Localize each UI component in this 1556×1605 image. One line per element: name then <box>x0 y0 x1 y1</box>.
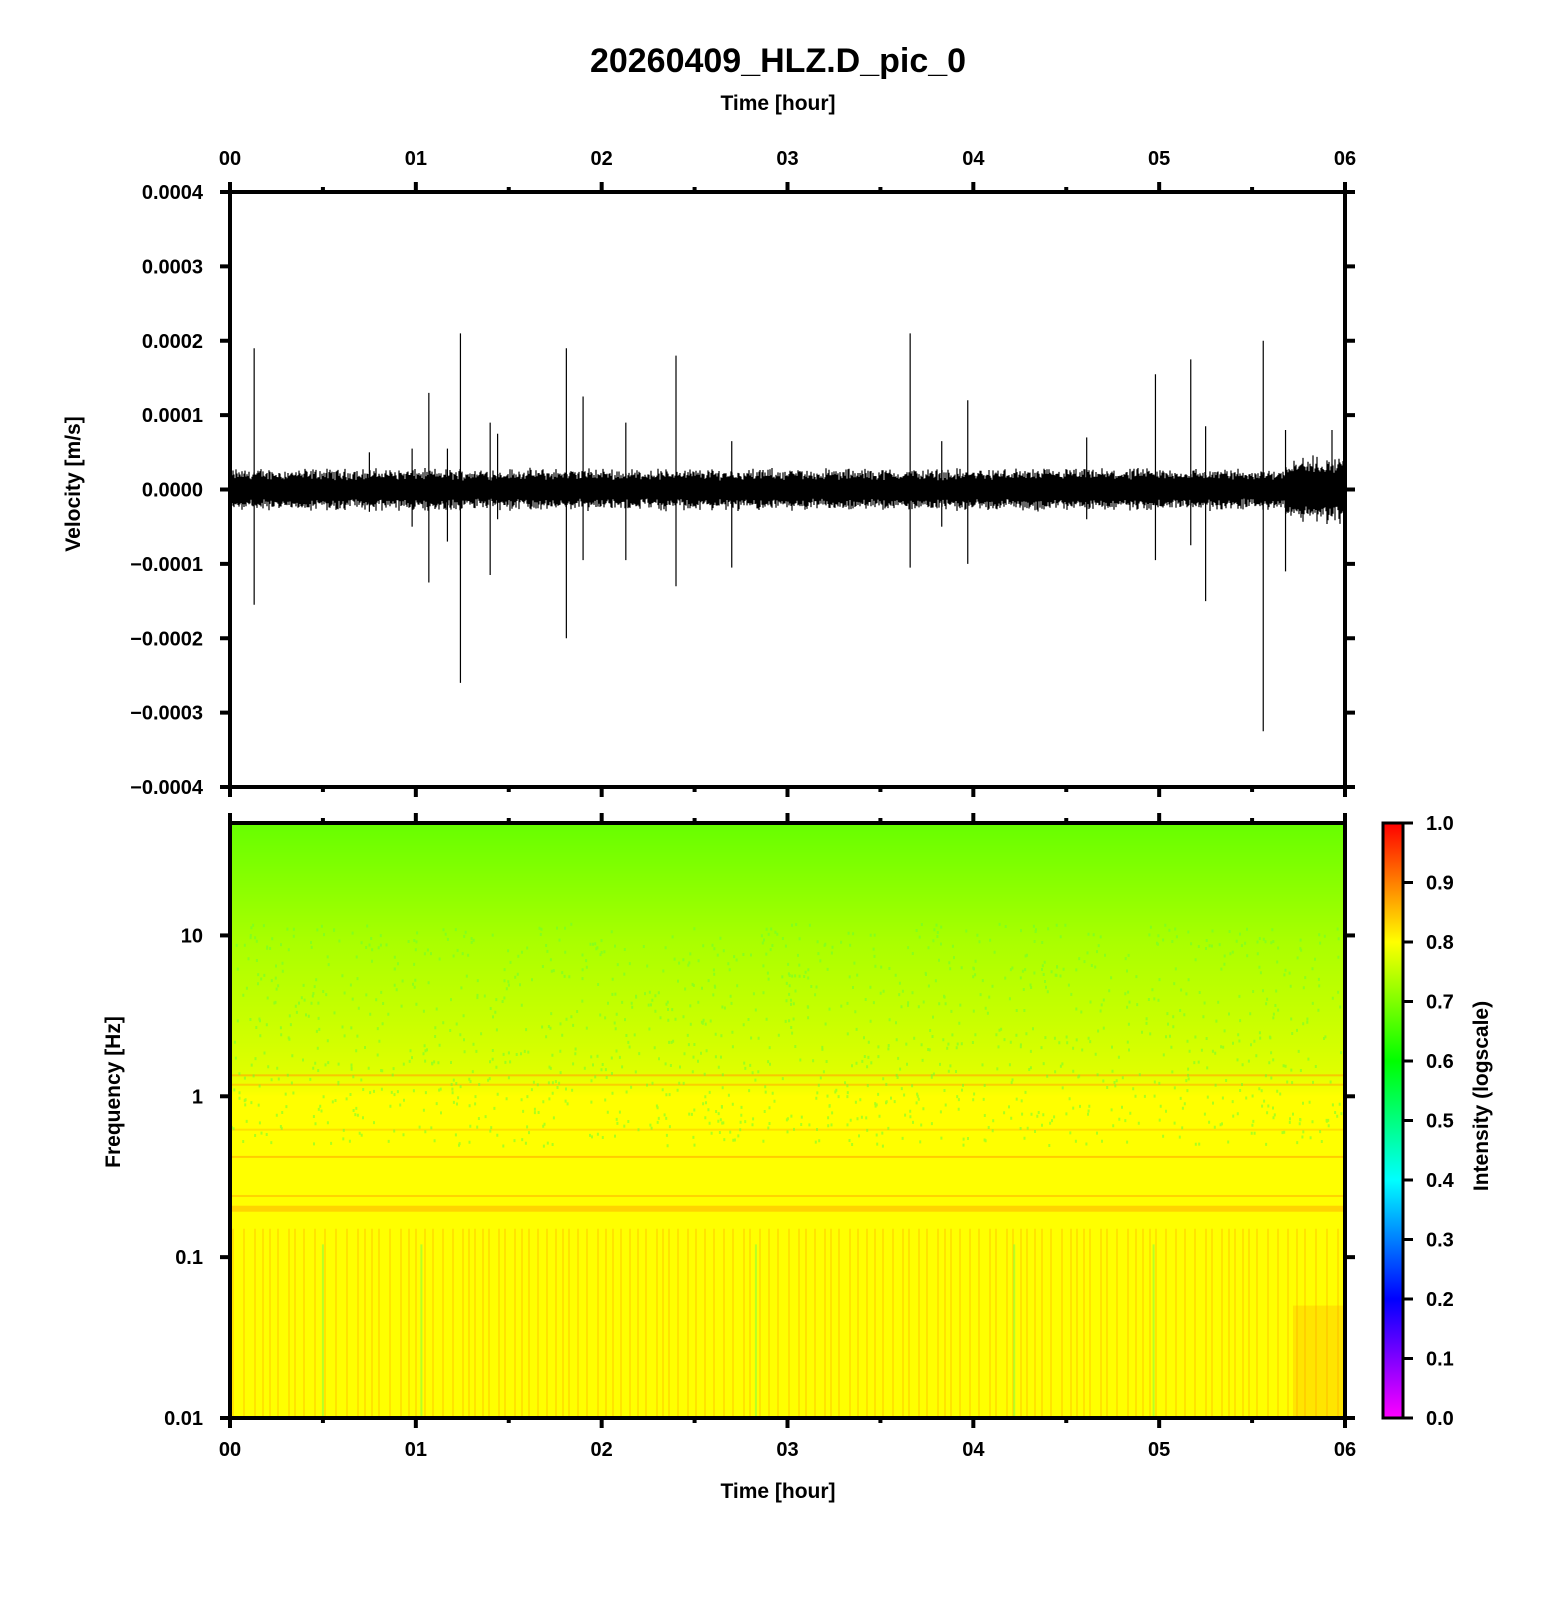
spectrogram-y-tick-label: 10 <box>181 925 203 947</box>
colorbar-panel: 1.0 0.9 0.8 0.7 0.6 0.5 0.4 0.3 0.2 0.1 0.0 <box>1381 813 1455 1430</box>
spectrogram-band <box>230 1194 1345 1197</box>
top-x-tick-label: 03 <box>776 148 798 170</box>
top-x-tick-label: 06 <box>1334 148 1356 170</box>
bottom-x-tick-label: 00 <box>219 1439 241 1461</box>
spectrogram-y-tick-label: 0.1 <box>175 1247 203 1269</box>
spectrogram-band <box>230 1155 1345 1158</box>
colorbar-tick-label: 0.4 <box>1426 1170 1455 1192</box>
bottom-x-tick-label: 02 <box>591 1439 613 1461</box>
colorbar-tick-label: 0.2 <box>1426 1289 1454 1311</box>
chart-title: 20260409_HLZ.D_pic_0 <box>590 42 966 80</box>
spectrogram-band <box>230 1128 1345 1131</box>
colorbar-title: Intensity (logscale) <box>1470 1001 1493 1191</box>
colorbar-tick-label: 1.0 <box>1426 813 1454 835</box>
spectrogram-green-stripes <box>321 1244 1155 1418</box>
bottom-x-tick-label: 01 <box>405 1439 427 1461</box>
spectrogram-y-tick-label: 1 <box>192 1086 203 1108</box>
spectrogram-band <box>230 1205 1345 1212</box>
colorbar-tick-label: 0.8 <box>1426 932 1454 954</box>
spectrogram-band <box>230 1083 1345 1086</box>
waveform-y-tick-label: −0.0003 <box>130 703 203 725</box>
waveform-y-tick-label: −0.0004 <box>130 777 204 799</box>
waveform-y-tick-label: 0.0001 <box>142 405 203 427</box>
spectrogram-stripes <box>232 1228 1339 1418</box>
waveform-y-tick-label: 0.0000 <box>142 480 203 502</box>
bottom-x-axis-title: Time [hour] <box>720 1480 835 1503</box>
bottom-x-tick-label: 03 <box>776 1439 798 1461</box>
spectrogram-y-axis-title: Frequency [Hz] <box>102 1016 125 1168</box>
spectrogram-right-edge <box>1292 1305 1345 1418</box>
bottom-x-tick-label: 04 <box>962 1439 985 1461</box>
waveform-y-tick-label: 0.0004 <box>142 182 204 204</box>
top-x-tick-label: 02 <box>591 148 613 170</box>
spectrogram-panel: 00 01 02 03 04 05 06 10 1 0.1 0.01 <box>164 813 1356 1461</box>
waveform-y-tick-label: 0.0002 <box>142 331 203 353</box>
waveform-panel: 00 01 02 03 04 05 06 0.0004 0.0003 0.0002 0.0001 0.… <box>130 148 1356 799</box>
colorbar-tick-label: 0.3 <box>1426 1230 1454 1252</box>
colorbar-tick-label: 0.5 <box>1426 1111 1454 1133</box>
colorbar-tick-label: 0.6 <box>1426 1051 1454 1073</box>
colorbar-tick-label: 0.9 <box>1426 873 1454 895</box>
waveform-y-axis-title: Velocity [m/s] <box>62 416 85 551</box>
top-x-axis-title: Time [hour] <box>720 92 835 115</box>
top-x-tick-label: 01 <box>405 148 427 170</box>
top-x-tick-label: 04 <box>962 148 985 170</box>
bottom-x-tick-label: 05 <box>1148 1439 1170 1461</box>
top-x-tick-label: 00 <box>219 148 241 170</box>
colorbar-tick-label: 0.0 <box>1426 1408 1454 1430</box>
bottom-x-tick-label: 06 <box>1334 1439 1356 1461</box>
spectrogram-y-tick-label: 0.01 <box>164 1408 203 1430</box>
waveform-y-tick-label: −0.0001 <box>130 554 203 576</box>
waveform-y-tick-label: 0.0003 <box>142 256 203 278</box>
colorbar <box>1381 821 1405 1420</box>
colorbar-tick-label: 0.1 <box>1426 1349 1454 1371</box>
waveform-y-tick-label: −0.0002 <box>130 628 203 650</box>
waveform-noise-band <box>229 455 1346 524</box>
colorbar-tick-label: 0.7 <box>1426 992 1454 1014</box>
top-x-tick-label: 05 <box>1148 148 1170 170</box>
spectrogram-band <box>230 1074 1345 1077</box>
